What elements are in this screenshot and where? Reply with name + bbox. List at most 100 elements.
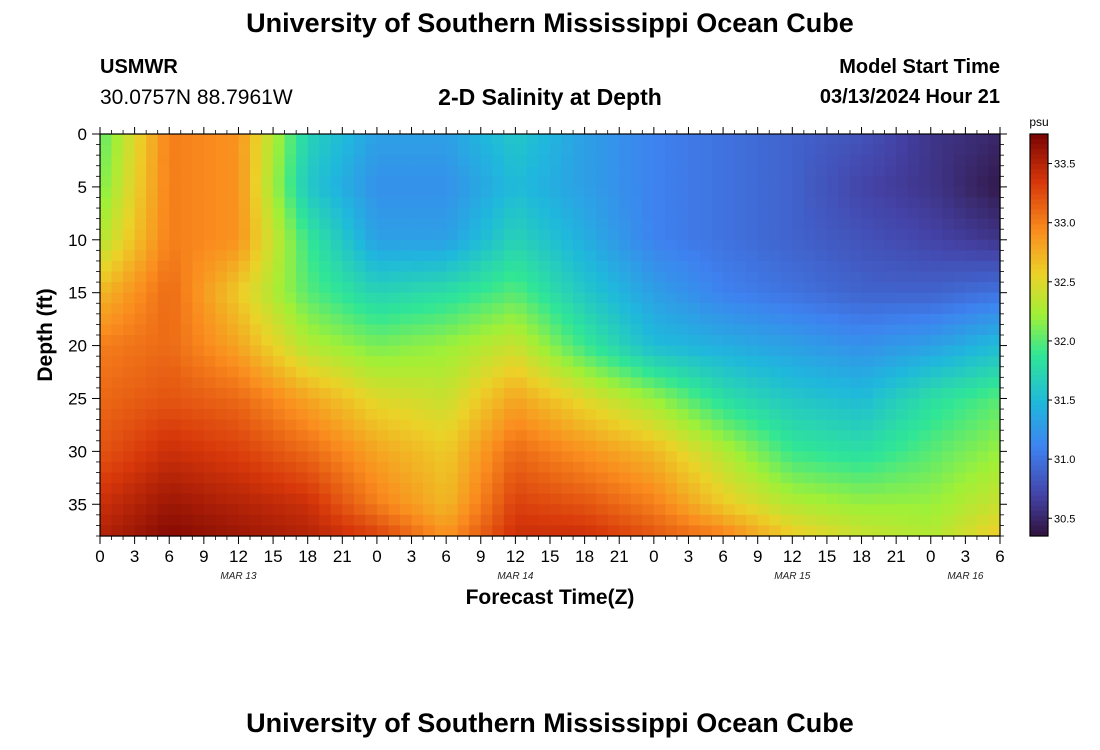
heatmap-cell [388, 387, 401, 400]
heatmap-cell [446, 155, 459, 167]
heatmap-cell [330, 303, 343, 315]
heatmap-cell [930, 260, 943, 273]
heatmap-cell [469, 197, 482, 209]
heatmap-cell [815, 186, 828, 199]
heatmap-cell [203, 292, 216, 304]
heatmap-cell [884, 155, 897, 167]
heatmap-cell [550, 186, 563, 199]
heatmap-cell [792, 165, 805, 177]
heatmap-cell [746, 483, 759, 495]
heatmap-cell [411, 387, 424, 400]
heatmap-cell [111, 197, 124, 209]
heatmap-cell [157, 430, 170, 442]
heatmap-cell [803, 260, 816, 273]
heatmap-cell [630, 197, 643, 209]
heatmap-cell [873, 387, 886, 400]
heatmap-cell [596, 430, 609, 442]
heatmap-cell [907, 155, 920, 167]
heatmap-cell [757, 282, 770, 294]
heatmap-cell [584, 303, 597, 315]
heatmap-cell [942, 282, 955, 294]
heatmap-cell [930, 504, 943, 516]
heatmap-cell [746, 260, 759, 273]
heatmap-cell [642, 483, 655, 495]
heatmap-cell [250, 472, 263, 484]
heatmap-cell [907, 313, 920, 326]
heatmap-cell [134, 335, 147, 347]
heatmap-cell [942, 271, 955, 283]
heatmap-cell [896, 430, 909, 442]
heatmap-cell [953, 525, 966, 537]
heatmap-cell [134, 504, 147, 516]
heatmap-cell [261, 483, 274, 495]
heatmap-cell [261, 514, 274, 527]
heatmap-cell [700, 345, 713, 357]
heatmap-cell [319, 461, 332, 474]
heatmap-cell [400, 345, 413, 357]
heatmap-cell [480, 144, 493, 156]
heatmap-cell [930, 430, 943, 442]
heatmap-cell [296, 155, 309, 167]
heatmap-cell [134, 493, 147, 505]
heatmap-cell [653, 398, 666, 410]
colorbar-segment [1030, 345, 1048, 351]
heatmap-cell [457, 409, 470, 421]
heatmap-cell [457, 472, 470, 484]
heatmap-cell [526, 324, 540, 336]
heatmap-cell [838, 144, 851, 156]
heatmap-cell [780, 398, 793, 410]
heatmap-cell [411, 303, 424, 315]
heatmap-cell [526, 398, 540, 410]
heatmap-cell [400, 155, 413, 167]
heatmap-cell [653, 525, 666, 537]
heatmap-cell [365, 186, 378, 199]
heatmap-cell [538, 197, 551, 209]
heatmap-cell [261, 239, 274, 251]
heatmap-cell [273, 292, 286, 304]
heatmap-cell [884, 504, 897, 516]
heatmap-cell [111, 176, 124, 188]
heatmap-cell [169, 155, 182, 167]
heatmap-cell [492, 282, 505, 294]
heatmap-cell [573, 186, 586, 199]
heatmap-cell [353, 250, 366, 262]
heatmap-cell [838, 324, 851, 336]
heatmap-cell [561, 493, 574, 505]
colorbar-segment [1030, 164, 1048, 170]
heatmap-cell [400, 366, 413, 378]
heatmap-cell [930, 324, 943, 336]
heatmap-cell [238, 144, 251, 156]
heatmap-cell [457, 387, 470, 400]
heatmap-cell [215, 271, 228, 283]
heatmap-cell [803, 440, 816, 452]
heatmap-cell [942, 430, 955, 442]
heatmap-cell [330, 451, 343, 463]
heatmap-cell [792, 483, 805, 495]
heatmap-cell [919, 398, 932, 410]
heatmap-cell [400, 398, 413, 410]
heatmap-cell [192, 514, 205, 527]
heatmap-cell [965, 165, 978, 177]
heatmap-cell [146, 472, 159, 484]
heatmap-cell [919, 250, 932, 262]
heatmap-cell [676, 514, 690, 527]
heatmap-cell [457, 282, 470, 294]
heatmap-cell [965, 250, 978, 262]
heatmap-cell [573, 250, 586, 262]
heatmap-cell [353, 451, 366, 463]
heatmap-cell [238, 260, 251, 273]
heatmap-cell [342, 345, 355, 357]
heatmap-cell [250, 504, 263, 516]
heatmap-cell [676, 483, 690, 495]
heatmap-cell [526, 239, 540, 251]
heatmap-cell [273, 176, 286, 188]
heatmap-cell [226, 218, 240, 230]
heatmap-cell [734, 260, 747, 273]
heatmap-cell [226, 377, 240, 389]
heatmap-cell [861, 250, 874, 262]
heatmap-cell [365, 345, 378, 357]
heatmap-cell [365, 525, 378, 537]
heatmap-cell [146, 303, 159, 315]
heatmap-cell [988, 292, 1001, 304]
heatmap-cell [226, 260, 240, 273]
